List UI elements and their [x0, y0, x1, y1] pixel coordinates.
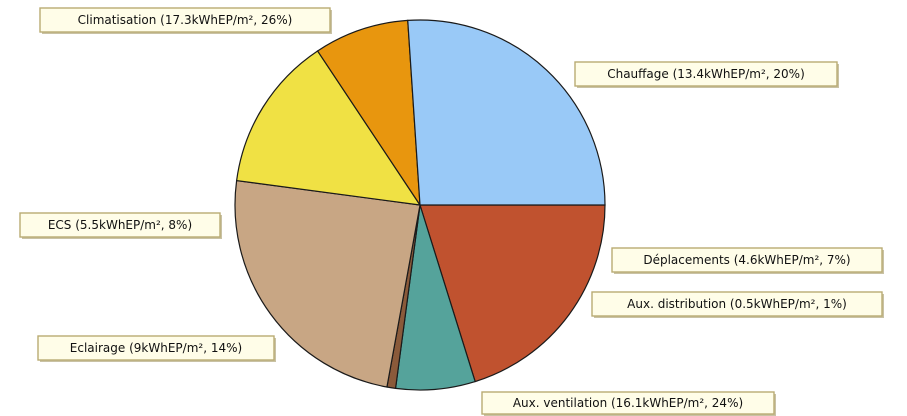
callout-deplacements: Déplacements (4.6kWhEP/m², 7%) [611, 247, 884, 274]
slice-callouts: Chauffage (13.4kWhEP/m², 20%) Déplacement… [19, 7, 884, 416]
callout-ecs: ECS (5.5kWhEP/m², 8%) [19, 212, 222, 239]
slice-label: Aux. distribution (0.5kWhEP/m², 1%) [627, 297, 847, 311]
slice-label: Aux. ventilation (16.1kWhEP/m², 24%) [513, 396, 743, 410]
pie-slice-chauffage [419, 204, 606, 383]
callout-box [481, 391, 775, 415]
callout-box [19, 212, 221, 238]
callout-aux-distribution: Aux. distribution (0.5kWhEP/m², 1%) [591, 291, 884, 318]
slice-label: Chauffage (13.4kWhEP/m², 20%) [607, 67, 805, 81]
pie-slice-eclairage [235, 50, 422, 206]
slice-label: ECS (5.5kWhEP/m², 8%) [48, 218, 192, 232]
callout-climatisation: Climatisation (17.3kWhEP/m², 26%) [39, 7, 332, 34]
callout-box [39, 7, 331, 33]
callout-eclairage: Eclairage (9kWhEP/m², 14%) [37, 335, 276, 362]
callout-box [611, 247, 883, 273]
slice-label: Déplacements (4.6kWhEP/m², 7%) [643, 253, 850, 267]
pie-slice-ecs [316, 19, 421, 208]
callout-chauffage: Chauffage (13.4kWhEP/m², 20%) [574, 61, 839, 88]
pie-slices [234, 19, 606, 391]
pie-slice-climatisation [407, 19, 606, 206]
pie-slice-aux-ventilation [234, 179, 421, 388]
callout-box [591, 291, 883, 317]
slice-label: Eclairage (9kWhEP/m², 14%) [70, 341, 242, 355]
slice-label: Climatisation (17.3kWhEP/m², 26%) [78, 13, 293, 27]
callout-box [37, 335, 275, 361]
callout-box [574, 61, 838, 87]
callout-aux-ventilation: Aux. ventilation (16.1kWhEP/m², 24%) [481, 391, 776, 416]
